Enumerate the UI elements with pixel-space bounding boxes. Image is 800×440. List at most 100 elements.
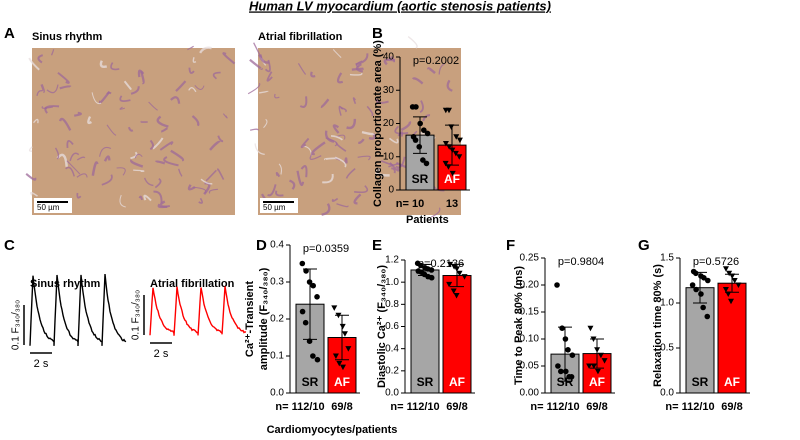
collagen-strand: [187, 184, 196, 191]
collagen-strand: [98, 146, 112, 157]
collagen-strand: [37, 54, 44, 64]
collagen-strand: [336, 72, 344, 84]
collagen-strand: [76, 156, 86, 161]
y-tick-label: 0.0: [660, 388, 674, 399]
p-value: p=0.0359: [303, 243, 349, 255]
collagen-strand: [300, 137, 310, 149]
n-label: n= 112/10: [530, 401, 579, 413]
collagen-strand: [119, 95, 131, 102]
data-point: [339, 364, 346, 371]
data-point: [416, 143, 423, 150]
collagen-strand: [153, 190, 163, 204]
data-point: [728, 298, 735, 305]
collagen-strand: [40, 83, 45, 93]
collagen-strand: [163, 156, 179, 167]
y-tick-label: 0.15: [520, 307, 540, 318]
collagen-strand: [338, 105, 344, 116]
data-point: [423, 160, 430, 167]
collagen-strand: [54, 147, 60, 160]
collagen-strand: [198, 197, 204, 204]
data-point: [448, 124, 455, 130]
collagen-strand: [191, 115, 200, 127]
data-point: [310, 353, 316, 359]
data-point: [453, 292, 460, 299]
data-point: [569, 352, 576, 359]
collagen-strand: [187, 45, 194, 51]
collagen-strand: [130, 159, 144, 168]
collagen-strand: [209, 140, 221, 151]
collagen-strand: [208, 188, 218, 194]
p-value: p=0.2002: [413, 55, 459, 67]
y-axis-label: Time to Peak 80% (ms): [513, 266, 525, 385]
collagen-strand: [101, 174, 113, 186]
collagen-strand: [148, 101, 158, 111]
collagen-strand: [140, 120, 148, 123]
data-point: [461, 274, 468, 280]
collagen-strand: [431, 207, 441, 218]
data-point: [452, 150, 459, 157]
data-point: [339, 323, 346, 330]
collagen-strand: [103, 155, 111, 162]
y-tick-label: 0.20: [520, 280, 540, 291]
collagen-strand: [175, 80, 187, 92]
data-point: [442, 160, 449, 167]
y-tick-label: 1.5: [660, 253, 674, 264]
data-point: [453, 134, 460, 140]
data-point: [412, 137, 419, 143]
panel-label: C: [4, 237, 15, 254]
category-label: AF: [334, 375, 350, 389]
data-point: [701, 275, 707, 281]
collagen-strand: [446, 79, 453, 92]
y-axis-label: Diastolic Ca²⁺ (F₃₄₀/₃₈₀): [376, 265, 388, 388]
data-point: [450, 288, 457, 295]
collagen-strand: [74, 111, 82, 117]
data-point: [731, 278, 738, 284]
data-point: [310, 282, 316, 289]
collagen-strand: [130, 86, 140, 95]
collagen-strand: [349, 72, 363, 76]
panel-label: B: [372, 25, 383, 42]
collagen-strand: [383, 58, 396, 66]
collagen-strand: [222, 52, 236, 65]
data-point: [693, 286, 699, 293]
figure-title: Human LV myocardium (aortic stenosis pat…: [249, 0, 551, 13]
data-point: [594, 368, 601, 375]
data-point: [428, 267, 435, 273]
y-tick-label: 0.25: [520, 253, 540, 264]
collagen-strand: [322, 173, 334, 184]
collagen-strand: [133, 169, 145, 173]
data-point: [446, 144, 453, 150]
y-tick-label: 0.4: [385, 343, 399, 354]
data-point: [442, 140, 449, 147]
collagen-strand: [320, 98, 330, 109]
p-value: p=0.9804: [558, 256, 604, 268]
collagen-strand: [336, 203, 349, 208]
collagen-strand: [69, 152, 80, 162]
y-tick-label: 0.1: [270, 351, 284, 362]
y-axis-label: Collagen proportionate area (%): [372, 40, 384, 207]
data-point: [590, 363, 597, 369]
collagen-strand: [309, 153, 322, 160]
collagen-strand: [188, 87, 197, 93]
data-point: [594, 347, 601, 353]
group-label: Patients: [406, 214, 449, 226]
data-point: [700, 304, 706, 311]
x-scale-label: 2 s: [34, 358, 49, 370]
data-point: [314, 356, 321, 363]
data-point: [704, 313, 711, 320]
data-point: [417, 120, 423, 127]
collagen-strand: [411, 77, 424, 85]
category-label: AF: [444, 172, 460, 186]
y-tick-label: 0.8: [385, 299, 399, 310]
scale-label: 50 µm: [37, 203, 60, 212]
collagen-strand: [28, 146, 33, 152]
collagen-strand: [254, 143, 265, 155]
trace-label: Atrial fibrillation: [150, 278, 235, 290]
collagen-strand: [106, 124, 117, 136]
collagen-strand: [50, 48, 55, 56]
data-point: [451, 264, 458, 270]
collagen-strand: [177, 168, 183, 177]
bar: [410, 269, 440, 394]
data-point: [446, 281, 453, 288]
collagen-strand: [296, 170, 305, 186]
